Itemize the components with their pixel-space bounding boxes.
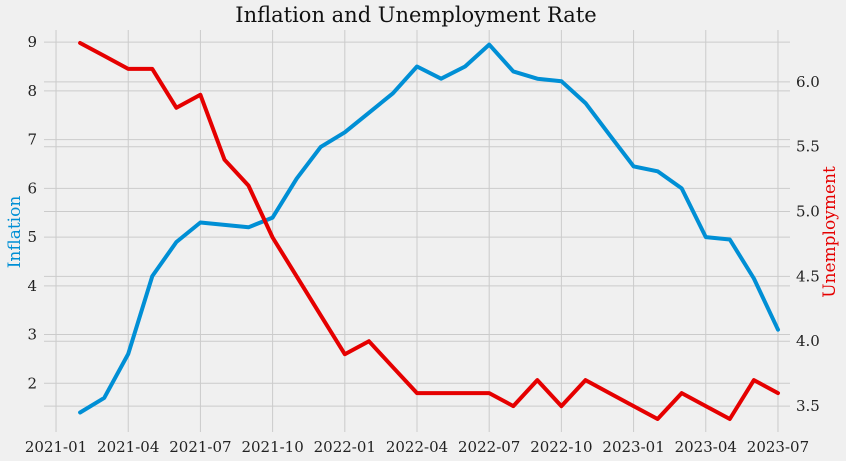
x-tick-label: 2022-10 bbox=[530, 438, 592, 456]
y-axis-right-label: Unemployment bbox=[820, 166, 840, 298]
x-tick-label: 2022-04 bbox=[386, 438, 448, 456]
y-left-tick-label: 4 bbox=[27, 277, 37, 295]
x-tick-label: 2022-01 bbox=[314, 438, 376, 456]
y-right-tick-label: 6.0 bbox=[796, 73, 820, 91]
y-left-tick-label: 7 bbox=[27, 131, 37, 149]
y-right-tick-label: 3.5 bbox=[796, 397, 820, 415]
x-tick-label: 2023-04 bbox=[675, 438, 737, 456]
y-left-tick-label: 6 bbox=[27, 179, 37, 197]
tick-layer: 2021-01 2021-04 2021-07 2021-10 2022-01 2022-… bbox=[25, 33, 820, 456]
x-tick-label: 2023-07 bbox=[747, 438, 809, 456]
y-left-tick-label: 9 bbox=[27, 33, 37, 51]
x-tick-label: 2021-07 bbox=[169, 438, 231, 456]
y-left-tick-label: 2 bbox=[27, 374, 37, 392]
y-left-tick-label: 5 bbox=[27, 228, 37, 246]
x-tick-label: 2021-01 bbox=[25, 438, 87, 456]
y-right-tick-label: 4.5 bbox=[796, 267, 820, 285]
y-right-tick-label: 4.0 bbox=[796, 332, 820, 350]
x-tick-label: 2021-10 bbox=[241, 438, 303, 456]
series-line-inflation bbox=[78, 42, 780, 415]
x-tick-label: 2022-07 bbox=[458, 438, 520, 456]
y-right-tick-label: 5.0 bbox=[796, 203, 820, 221]
series-layer bbox=[78, 41, 780, 421]
y-right-tick-label: 5.5 bbox=[796, 138, 820, 156]
y-axis-left-label: Inflation bbox=[5, 196, 25, 269]
chart-title: Inflation and Unemployment Rate bbox=[235, 3, 596, 27]
x-tick-label: 2023-01 bbox=[602, 438, 664, 456]
y-left-tick-label: 8 bbox=[27, 82, 37, 100]
x-tick-label: 2021-04 bbox=[97, 438, 159, 456]
series-line-unemployment bbox=[78, 41, 780, 421]
y-left-tick-label: 3 bbox=[27, 326, 37, 344]
